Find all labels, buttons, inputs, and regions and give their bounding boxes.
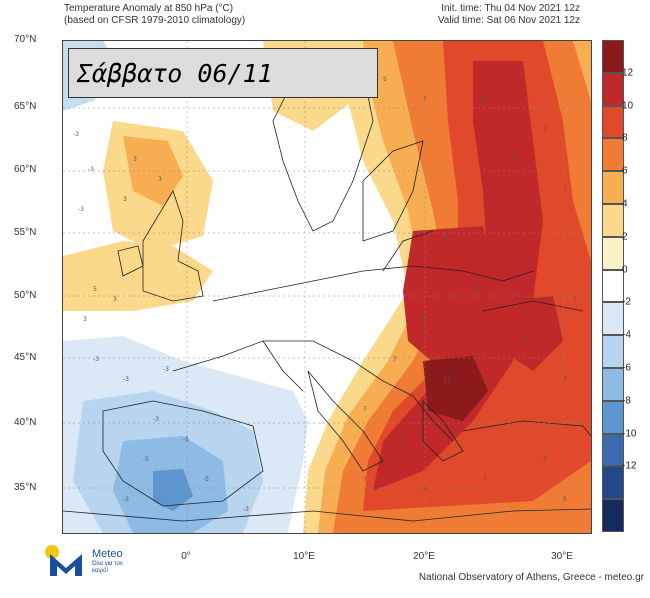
color-scale-tick: 12: [622, 67, 634, 79]
svg-text:9: 9: [423, 486, 427, 493]
svg-text:9: 9: [483, 96, 487, 103]
svg-text:-3: -3: [163, 366, 169, 373]
color-swatch: [602, 368, 624, 401]
svg-text:-3: -3: [93, 356, 99, 363]
color-swatch: [602, 40, 624, 73]
lat-label-35: 35°N: [14, 482, 37, 493]
color-swatch: [602, 236, 624, 270]
color-scale-tick: -8: [622, 395, 631, 407]
color-scale-tick: 4: [622, 198, 628, 210]
footer-credit: National Observatory of Athens, Greece -…: [418, 572, 644, 583]
svg-text:-3: -3: [243, 506, 249, 513]
svg-text:9: 9: [403, 436, 407, 443]
svg-text:-3: -3: [153, 416, 159, 423]
color-swatch: [602, 433, 624, 467]
init-time: Init. time: Thu 04 Nov 2021 12z: [441, 3, 580, 14]
color-swatch: [602, 302, 624, 336]
color-scale-tick: 2: [622, 231, 628, 243]
svg-text:3: 3: [123, 196, 127, 203]
color-swatch: [602, 466, 624, 500]
meteo-logo-icon: [45, 545, 82, 576]
color-scale-tick: 10: [622, 100, 634, 112]
time-info: Init. time: Thu 04 Nov 2021 12z Valid ti…: [438, 3, 580, 27]
svg-text:-3: -3: [123, 496, 129, 503]
day-label: Σάββατο 06/11: [77, 59, 273, 88]
svg-text:3: 3: [158, 176, 162, 183]
lon-label-20e: 20°E: [413, 551, 435, 562]
svg-text:-3: -3: [123, 376, 129, 383]
lat-label-60: 60°N: [14, 164, 37, 175]
title-line-1: Temperature Anomaly at 850 hPa (°C): [64, 3, 234, 14]
svg-text:7: 7: [363, 406, 367, 413]
color-swatch: [602, 138, 624, 172]
lat-label-65: 65°N: [14, 101, 37, 112]
lat-label-40: 40°N: [14, 417, 37, 428]
color-swatch: [602, 400, 624, 434]
svg-text:9: 9: [443, 236, 447, 243]
color-swatch: [602, 335, 624, 368]
svg-text:7: 7: [363, 476, 367, 483]
title-line-2: (based on CFSR 1979-2010 climatology): [64, 15, 246, 26]
color-swatch: [602, 72, 624, 106]
lon-label-30e: 30°E: [551, 551, 573, 562]
logo-tagline: Όλα για τον καιρό!: [92, 561, 123, 574]
color-swatch: [602, 105, 624, 139]
lat-label-70: 70°N: [14, 34, 37, 45]
lat-label-45: 45°N: [14, 352, 37, 363]
color-scale-tick: 0: [622, 264, 628, 276]
color-scale-tick: -12: [622, 460, 637, 472]
color-scale-tick: -6: [622, 362, 631, 374]
lon-label-0: 0°: [181, 551, 191, 562]
lon-label-10e: 10°E: [293, 551, 315, 562]
svg-text:7: 7: [563, 376, 567, 383]
svg-text:3: 3: [133, 156, 137, 163]
svg-text:3: 3: [83, 316, 87, 323]
svg-text:-5: -5: [183, 436, 189, 443]
svg-text:-5: -5: [203, 476, 209, 483]
day-label-box: Σάββατο 06/11: [68, 48, 378, 98]
color-scale-tick: -4: [622, 329, 631, 341]
svg-text:9: 9: [513, 156, 517, 163]
svg-text:5: 5: [383, 76, 387, 83]
color-swatch: [602, 171, 624, 204]
svg-text:7: 7: [483, 476, 487, 483]
logo-name: Meteo: [92, 548, 123, 560]
color-swatch: [602, 269, 624, 303]
lat-label-55: 55°N: [14, 227, 37, 238]
svg-text:-5: -5: [143, 456, 149, 463]
svg-text:-3: -3: [73, 131, 79, 138]
svg-text:7: 7: [543, 126, 547, 133]
color-scale-tick: -2: [622, 296, 631, 308]
valid-time: Valid time: Sat 06 Nov 2021 12z: [437, 15, 580, 26]
svg-text:-3: -3: [88, 166, 94, 173]
svg-text:7: 7: [563, 186, 567, 193]
color-scale-tick: 8: [622, 132, 628, 144]
color-scale-tick: -10: [622, 428, 637, 440]
color-swatch: [602, 204, 624, 237]
svg-text:11: 11: [473, 286, 481, 293]
svg-text:-3: -3: [78, 206, 84, 213]
svg-text:9: 9: [523, 336, 527, 343]
svg-text:5: 5: [563, 496, 567, 503]
color-swatch: [602, 499, 624, 532]
map-title: Temperature Anomaly at 850 hPa (°C) (bas…: [64, 3, 245, 27]
svg-text:5: 5: [93, 286, 97, 293]
map-canvas: -3-3-3 333 533 -3-3-3 -3-5-5 -5-3-3 57 9 …: [63, 41, 591, 533]
color-scale: [602, 40, 624, 532]
color-scale-tick: 6: [622, 165, 628, 177]
svg-text:7: 7: [573, 296, 577, 303]
svg-text:5: 5: [543, 456, 547, 463]
lat-label-50: 50°N: [14, 290, 37, 301]
svg-text:7: 7: [423, 96, 427, 103]
svg-text:9: 9: [423, 316, 427, 323]
svg-text:7: 7: [393, 356, 397, 363]
svg-text:3: 3: [113, 296, 117, 303]
svg-text:11: 11: [443, 376, 451, 383]
